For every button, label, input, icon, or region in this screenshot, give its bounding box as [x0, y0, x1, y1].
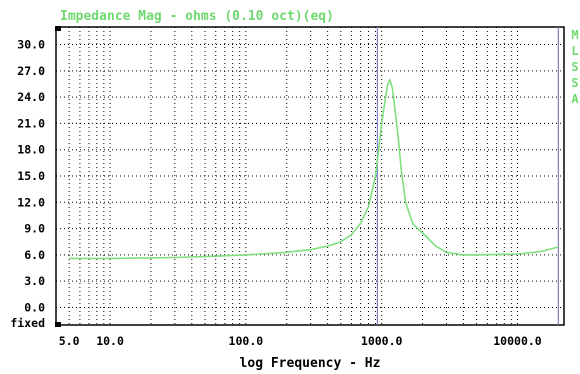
- side-label-char: S: [571, 60, 578, 74]
- y-tick-label: 12.0: [17, 195, 45, 209]
- chart-title: Impedance Mag - ohms (0.10 oct)(eq): [60, 9, 334, 24]
- y-extra-label: fixed: [10, 316, 45, 330]
- corner-markers: [55, 26, 61, 327]
- y-tick-label: 18.0: [17, 143, 45, 157]
- x-tick-label: 10.0: [96, 334, 124, 348]
- x-tick-label: 5.0: [59, 334, 80, 348]
- cursor-lines: [376, 27, 559, 325]
- side-label-char: S: [571, 76, 578, 90]
- bottom-left-marker: [55, 322, 61, 327]
- y-axis-ticks: 30.0 27.0 24.0 21.0 18.0 15.0 12.0 9.0 6.0 3.0 0.0…: [10, 38, 45, 330]
- y-tick-label: 24.0: [17, 90, 45, 104]
- y-tick-label: 21.0: [17, 116, 45, 130]
- x-tick-label: 100.0: [229, 334, 264, 348]
- x-axis-label: log Frequency - Hz: [240, 356, 381, 371]
- side-label-char: L: [571, 44, 578, 58]
- side-label-char: M: [571, 28, 578, 42]
- y-tick-label: 9.0: [24, 222, 45, 236]
- plot-area: [55, 26, 565, 326]
- y-tick-label: 6.0: [24, 248, 45, 262]
- side-label-char: A: [571, 92, 579, 106]
- x-axis-ticks: 5.0 10.0 100.0 1000.0 10000.0: [59, 334, 542, 348]
- y-tick-label: 27.0: [17, 64, 45, 78]
- x-tick-label: 10000.0: [493, 334, 542, 348]
- series-line: [69, 78, 559, 260]
- y-tick-label: 30.0: [17, 38, 45, 52]
- y-tick-label: 15.0: [17, 169, 45, 183]
- top-left-marker: [55, 26, 61, 31]
- series-layer: [69, 78, 559, 260]
- grid-lines: [55, 27, 564, 325]
- x-tick-label: 1000.0: [361, 334, 403, 348]
- y-tick-label: 3.0: [24, 274, 45, 288]
- y-tick-label: 0.0: [24, 300, 45, 314]
